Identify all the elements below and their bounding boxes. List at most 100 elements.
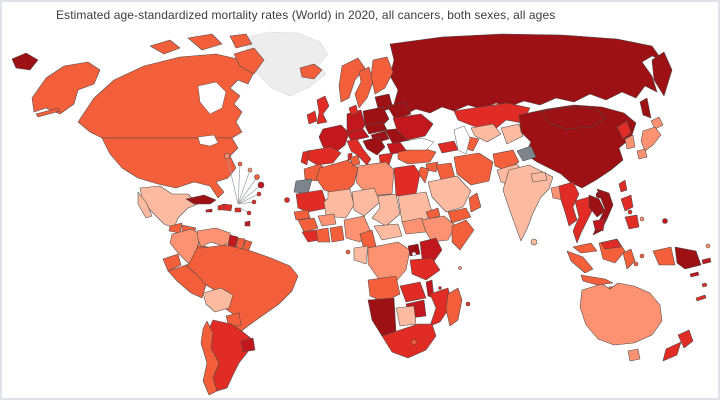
country-zambia[interactable] bbox=[399, 281, 427, 303]
island-pacific-1[interactable] bbox=[639, 216, 645, 222]
country-south-africa[interactable] bbox=[381, 323, 437, 359]
country-trinidad-tobago[interactable] bbox=[244, 220, 251, 227]
country-indonesia-papua[interactable] bbox=[652, 246, 676, 266]
island-caribbean-2[interactable] bbox=[237, 161, 243, 167]
country-canada-baffin[interactable] bbox=[233, 47, 265, 75]
country-cambodia[interactable] bbox=[592, 218, 606, 232]
country-yemen[interactable] bbox=[447, 207, 472, 224]
country-indonesia-maluku-2[interactable] bbox=[639, 253, 645, 259]
country-libya[interactable] bbox=[355, 161, 395, 197]
country-sweden[interactable] bbox=[354, 66, 374, 109]
country-france[interactable] bbox=[318, 124, 350, 154]
country-indonesia-sulawesi[interactable] bbox=[622, 248, 636, 270]
country-japan-hokkaido[interactable] bbox=[650, 116, 664, 130]
country-cuba[interactable] bbox=[185, 194, 217, 205]
country-new-britain[interactable] bbox=[701, 257, 712, 265]
country-usa[interactable] bbox=[101, 137, 239, 199]
country-saudi-arabia[interactable] bbox=[427, 175, 472, 213]
country-oman[interactable] bbox=[468, 192, 482, 213]
island-caribbean-8[interactable] bbox=[246, 210, 252, 216]
country-denmark[interactable] bbox=[348, 104, 359, 116]
country-switzerland-austria[interactable] bbox=[346, 128, 370, 142]
country-philippines-luzon[interactable] bbox=[620, 194, 634, 212]
country-tunisia[interactable] bbox=[349, 154, 361, 167]
country-sri-lanka[interactable] bbox=[530, 238, 538, 246]
country-japan-honshu[interactable] bbox=[640, 126, 662, 152]
island-pacific-2[interactable] bbox=[662, 218, 668, 224]
region-kashmir[interactable] bbox=[516, 145, 537, 162]
country-kyrgyzstan-tajikistan[interactable] bbox=[500, 123, 524, 145]
country-ethiopia[interactable] bbox=[421, 215, 457, 243]
country-portugal[interactable] bbox=[300, 150, 310, 166]
island-caribbean-1[interactable] bbox=[224, 153, 230, 159]
country-botswana[interactable] bbox=[395, 305, 417, 327]
island-caribbean-6[interactable] bbox=[256, 191, 262, 197]
country-mali[interactable] bbox=[323, 188, 355, 219]
country-italy[interactable] bbox=[346, 138, 372, 166]
country-kenya[interactable] bbox=[419, 237, 443, 265]
country-north-korea[interactable] bbox=[616, 120, 632, 140]
country-seychelles[interactable] bbox=[458, 266, 462, 270]
country-nepal[interactable] bbox=[530, 171, 548, 183]
country-madagascar[interactable] bbox=[445, 287, 463, 327]
country-norway[interactable] bbox=[338, 57, 366, 103]
country-indonesia-maluku-1[interactable] bbox=[633, 261, 639, 267]
country-uganda[interactable] bbox=[407, 243, 421, 257]
country-ecuador[interactable] bbox=[162, 253, 182, 272]
country-myanmar[interactable] bbox=[558, 181, 580, 227]
country-niger[interactable] bbox=[351, 187, 381, 217]
country-haiti[interactable] bbox=[217, 203, 225, 211]
country-senegal[interactable] bbox=[293, 209, 311, 221]
country-mexico[interactable] bbox=[139, 185, 199, 229]
country-dr-congo[interactable] bbox=[367, 241, 411, 285]
country-russia[interactable] bbox=[389, 33, 663, 116]
country-mozambique[interactable] bbox=[429, 287, 453, 327]
country-canada-arctic-2[interactable] bbox=[187, 33, 223, 51]
country-russia-sakhalin[interactable] bbox=[639, 97, 652, 119]
country-kazakhstan[interactable] bbox=[453, 102, 531, 132]
country-belarus[interactable] bbox=[386, 101, 412, 120]
country-vanuatu[interactable] bbox=[701, 282, 708, 288]
country-iran[interactable] bbox=[453, 152, 494, 186]
country-ireland[interactable] bbox=[306, 110, 318, 125]
country-india[interactable] bbox=[502, 164, 554, 242]
country-indonesia-java[interactable] bbox=[580, 274, 614, 286]
island-caribbean-4[interactable] bbox=[254, 174, 260, 180]
country-gabon-congo[interactable] bbox=[353, 245, 369, 265]
country-bolivia[interactable] bbox=[202, 287, 234, 313]
country-ghana-togo-benin[interactable] bbox=[329, 225, 345, 243]
country-tanzania[interactable] bbox=[409, 257, 441, 281]
country-indonesia-sumatra[interactable] bbox=[566, 250, 594, 274]
country-laos[interactable] bbox=[588, 194, 606, 218]
country-canada-arctic-3[interactable] bbox=[229, 33, 253, 49]
country-namibia[interactable] bbox=[367, 297, 397, 337]
country-uruguay[interactable] bbox=[240, 337, 256, 353]
country-cape-verde[interactable] bbox=[284, 197, 290, 203]
country-central-african-republic[interactable] bbox=[373, 223, 403, 241]
country-solomon-islands[interactable] bbox=[689, 271, 700, 278]
island-caribbean-7[interactable] bbox=[251, 199, 257, 205]
country-canada-arctic-1[interactable] bbox=[149, 39, 181, 55]
country-burkina-faso[interactable] bbox=[317, 213, 337, 227]
country-malaysia-borneo[interactable] bbox=[600, 238, 622, 250]
country-mongolia[interactable] bbox=[540, 106, 607, 130]
island-caribbean-3[interactable] bbox=[247, 167, 253, 173]
country-uzbekistan[interactable] bbox=[470, 123, 502, 143]
country-mexico-baja[interactable] bbox=[137, 191, 153, 219]
country-comoros[interactable] bbox=[438, 286, 442, 290]
country-south-korea[interactable] bbox=[624, 134, 636, 150]
country-west-balkans[interactable] bbox=[362, 136, 386, 156]
country-chile[interactable] bbox=[200, 320, 220, 396]
country-dominican-republic[interactable] bbox=[223, 203, 233, 212]
country-greenland[interactable] bbox=[243, 31, 329, 97]
country-tasmania[interactable] bbox=[627, 348, 641, 362]
country-united-kingdom[interactable] bbox=[316, 95, 330, 125]
country-russia-kamchatka[interactable] bbox=[651, 51, 673, 97]
country-somalia[interactable] bbox=[451, 219, 475, 251]
country-caucasus[interactable] bbox=[437, 140, 459, 154]
country-usa-aleutians[interactable] bbox=[35, 107, 61, 118]
country-usa-alaska[interactable] bbox=[31, 61, 101, 115]
country-philippines-visayas[interactable] bbox=[627, 209, 633, 215]
country-iceland[interactable] bbox=[299, 63, 323, 80]
country-malaysia[interactable] bbox=[572, 242, 598, 254]
